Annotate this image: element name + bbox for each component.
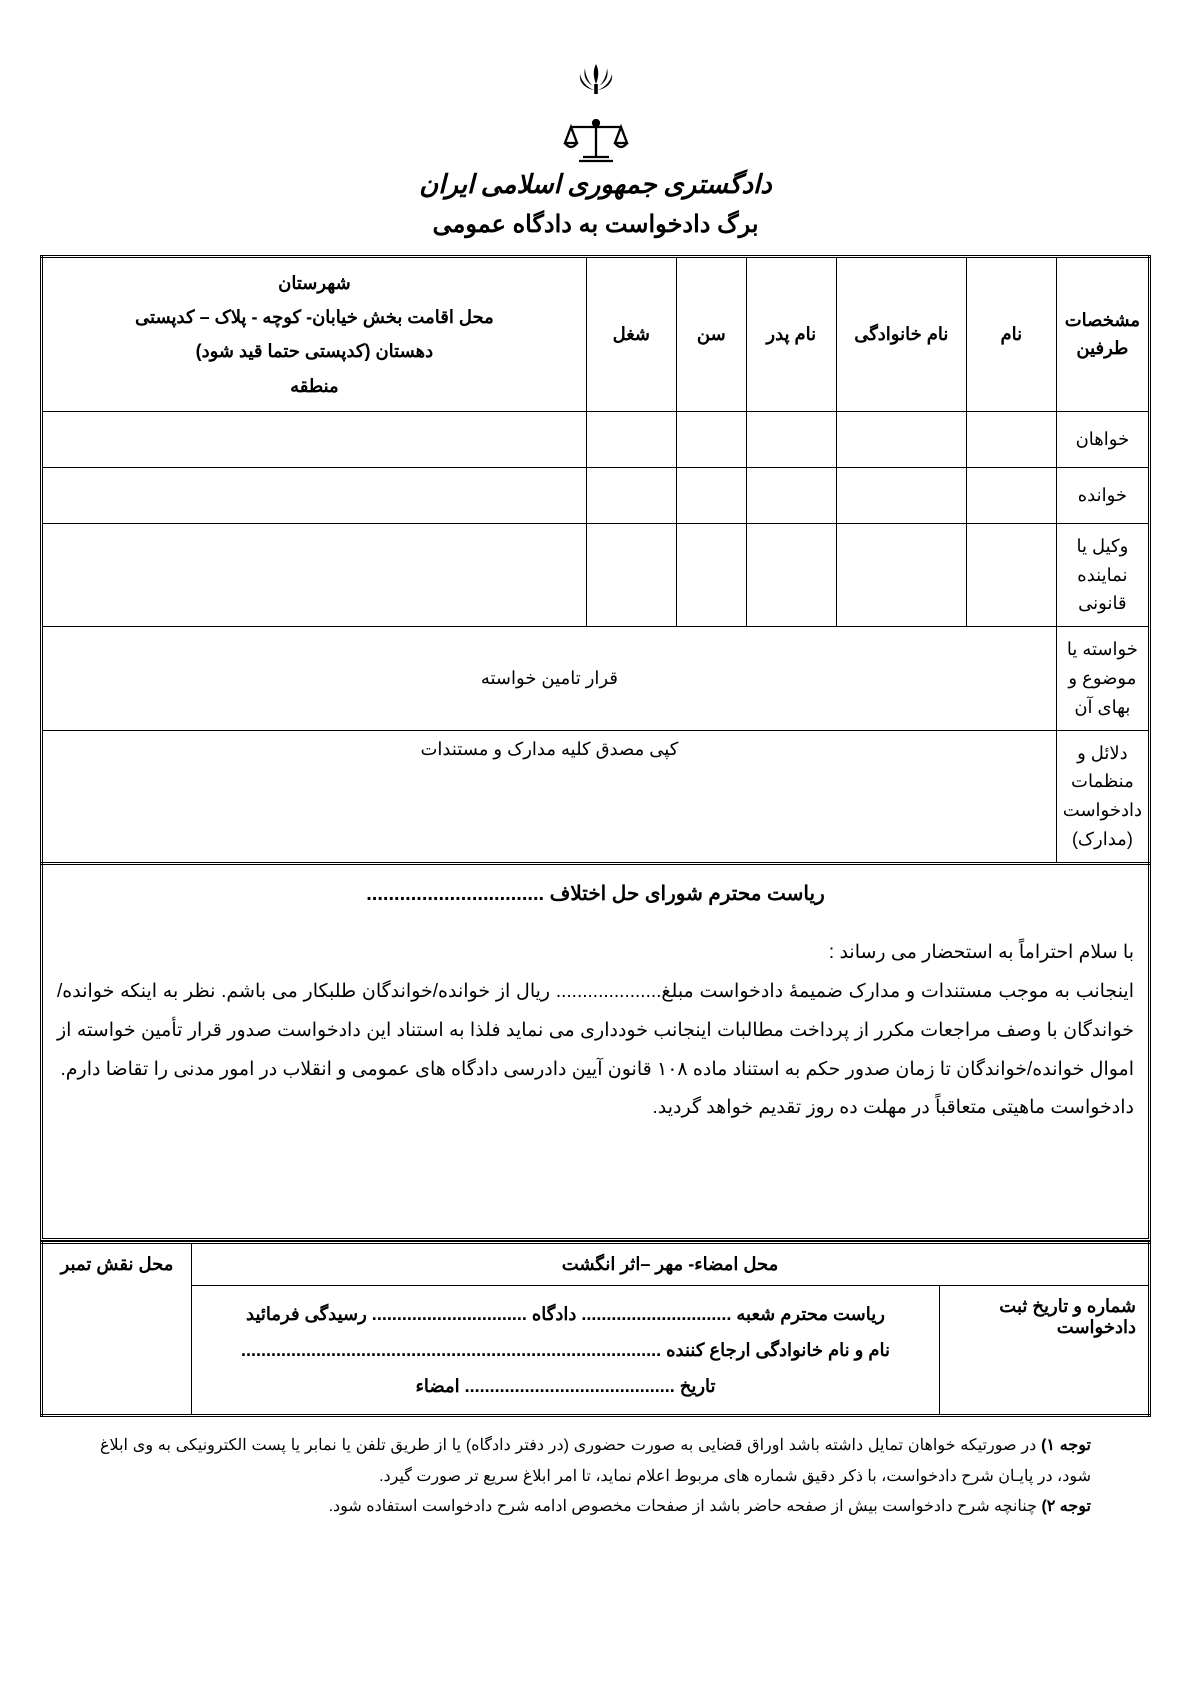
rep-name[interactable]	[966, 523, 1056, 626]
notes-block: توجه ۱) در صورتیکه خواهان تمایل داشته با…	[100, 1431, 1091, 1522]
col-address: شهرستان محل اقامت بخش خیابان- کوچه - پلا…	[42, 257, 587, 412]
rep-address[interactable]	[42, 523, 587, 626]
body-main-text: اینجانب به موجب مستندات و مدارک ضمیمهٔ د…	[57, 973, 1134, 1090]
org-name: دادگستری جمهوری اسلامی ایران	[40, 170, 1151, 200]
parties-table: مشخصات طرفین نام نام خانوادگی نام پدر سن…	[40, 255, 1151, 865]
defendant-name[interactable]	[966, 467, 1056, 523]
addr-l2: محل اقامت بخش خیابان- کوچه - پلاک – کدپس…	[49, 300, 580, 334]
plaintiff-name[interactable]	[966, 411, 1056, 467]
addr-l3: دهستان (کدپستی حتما قید شود)	[49, 334, 580, 368]
row-docs-label: دلائل و منظمات دادخواست (مدارک)	[1056, 730, 1149, 863]
note2-text: چنانچه شرح دادخواست بیش از صفحه حاضر باش…	[329, 1498, 1042, 1515]
col-age: سن	[676, 257, 746, 412]
rep-father[interactable]	[746, 523, 836, 626]
docs-value[interactable]: کپی مصدق کلیه مدارک و مستندات	[42, 730, 1057, 863]
note2-label: توجه ۲)	[1041, 1498, 1091, 1515]
demand-value[interactable]: قرار تامین خواسته	[42, 627, 1057, 730]
col-name: نام	[966, 257, 1056, 412]
header-logo-block: دادگستری جمهوری اسلامی ایران	[40, 60, 1151, 200]
note1-label: توجه ۱)	[1041, 1437, 1091, 1454]
note-2: توجه ۲) چنانچه شرح دادخواست بیش از صفحه …	[100, 1492, 1091, 1522]
plaintiff-family[interactable]	[836, 411, 966, 467]
defendant-job[interactable]	[586, 467, 676, 523]
defendant-family[interactable]	[836, 467, 966, 523]
row-defendant-label: خوانده	[1056, 467, 1149, 523]
col-job: شغل	[586, 257, 676, 412]
footer-table: محل امضاء- مهر –اثر انگشت محل نقش تمبر ش…	[40, 1241, 1151, 1417]
registration-cell: شماره و تاریخ ثبت دادخواست	[940, 1286, 1150, 1416]
body-heading: ریاست محترم شورای حل اختلاف ............…	[57, 881, 1134, 906]
branch-line3: تاریخ ..................................…	[204, 1368, 927, 1404]
rep-family[interactable]	[836, 523, 966, 626]
row-rep-label: وکیل یا نماینده قانونی	[1056, 523, 1149, 626]
row-demand-label: خواسته یا موضوع و بهای آن	[1056, 627, 1149, 730]
body-greeting: با سلام احتراماً به استحضار می رساند :	[57, 934, 1134, 973]
note-1: توجه ۱) در صورتیکه خواهان تمایل داشته با…	[100, 1431, 1091, 1492]
defendant-age[interactable]	[676, 467, 746, 523]
rep-job[interactable]	[586, 523, 676, 626]
plaintiff-job[interactable]	[586, 411, 676, 467]
stamp-cell: محل نقش تمبر	[42, 1243, 192, 1416]
col-family: نام خانوادگی	[836, 257, 966, 412]
plaintiff-father[interactable]	[746, 411, 836, 467]
signature-title: محل امضاء- مهر –اثر انگشت	[192, 1243, 1150, 1286]
note1-text: در صورتیکه خواهان تمایل داشته باشد اوراق…	[100, 1437, 1091, 1484]
addr-l4: منطقه	[49, 369, 580, 403]
branch-cell: ریاست محترم شعبه .......................…	[192, 1286, 940, 1416]
addr-l1: شهرستان	[49, 266, 580, 300]
body-closing: دادخواست ماهیتی متعاقباً در مهلت ده روز …	[57, 1089, 1134, 1128]
branch-line2: نام و نام خانوادگی ارجاع کننده .........…	[204, 1332, 927, 1368]
rep-age[interactable]	[676, 523, 746, 626]
scales-icon	[40, 119, 1151, 168]
plaintiff-age[interactable]	[676, 411, 746, 467]
defendant-father[interactable]	[746, 467, 836, 523]
defendant-address[interactable]	[42, 467, 587, 523]
branch-line1: ریاست محترم شعبه .......................…	[204, 1296, 927, 1332]
col-father: نام پدر	[746, 257, 836, 412]
petition-body: ریاست محترم شورای حل اختلاف ............…	[40, 865, 1151, 1242]
plaintiff-address[interactable]	[42, 411, 587, 467]
row-plaintiff-label: خواهان	[1056, 411, 1149, 467]
page-title: برگ دادخواست به دادگاه عمومی	[40, 210, 1151, 239]
col-spec: مشخصات طرفین	[1056, 257, 1149, 412]
iran-emblem-icon	[571, 60, 621, 119]
